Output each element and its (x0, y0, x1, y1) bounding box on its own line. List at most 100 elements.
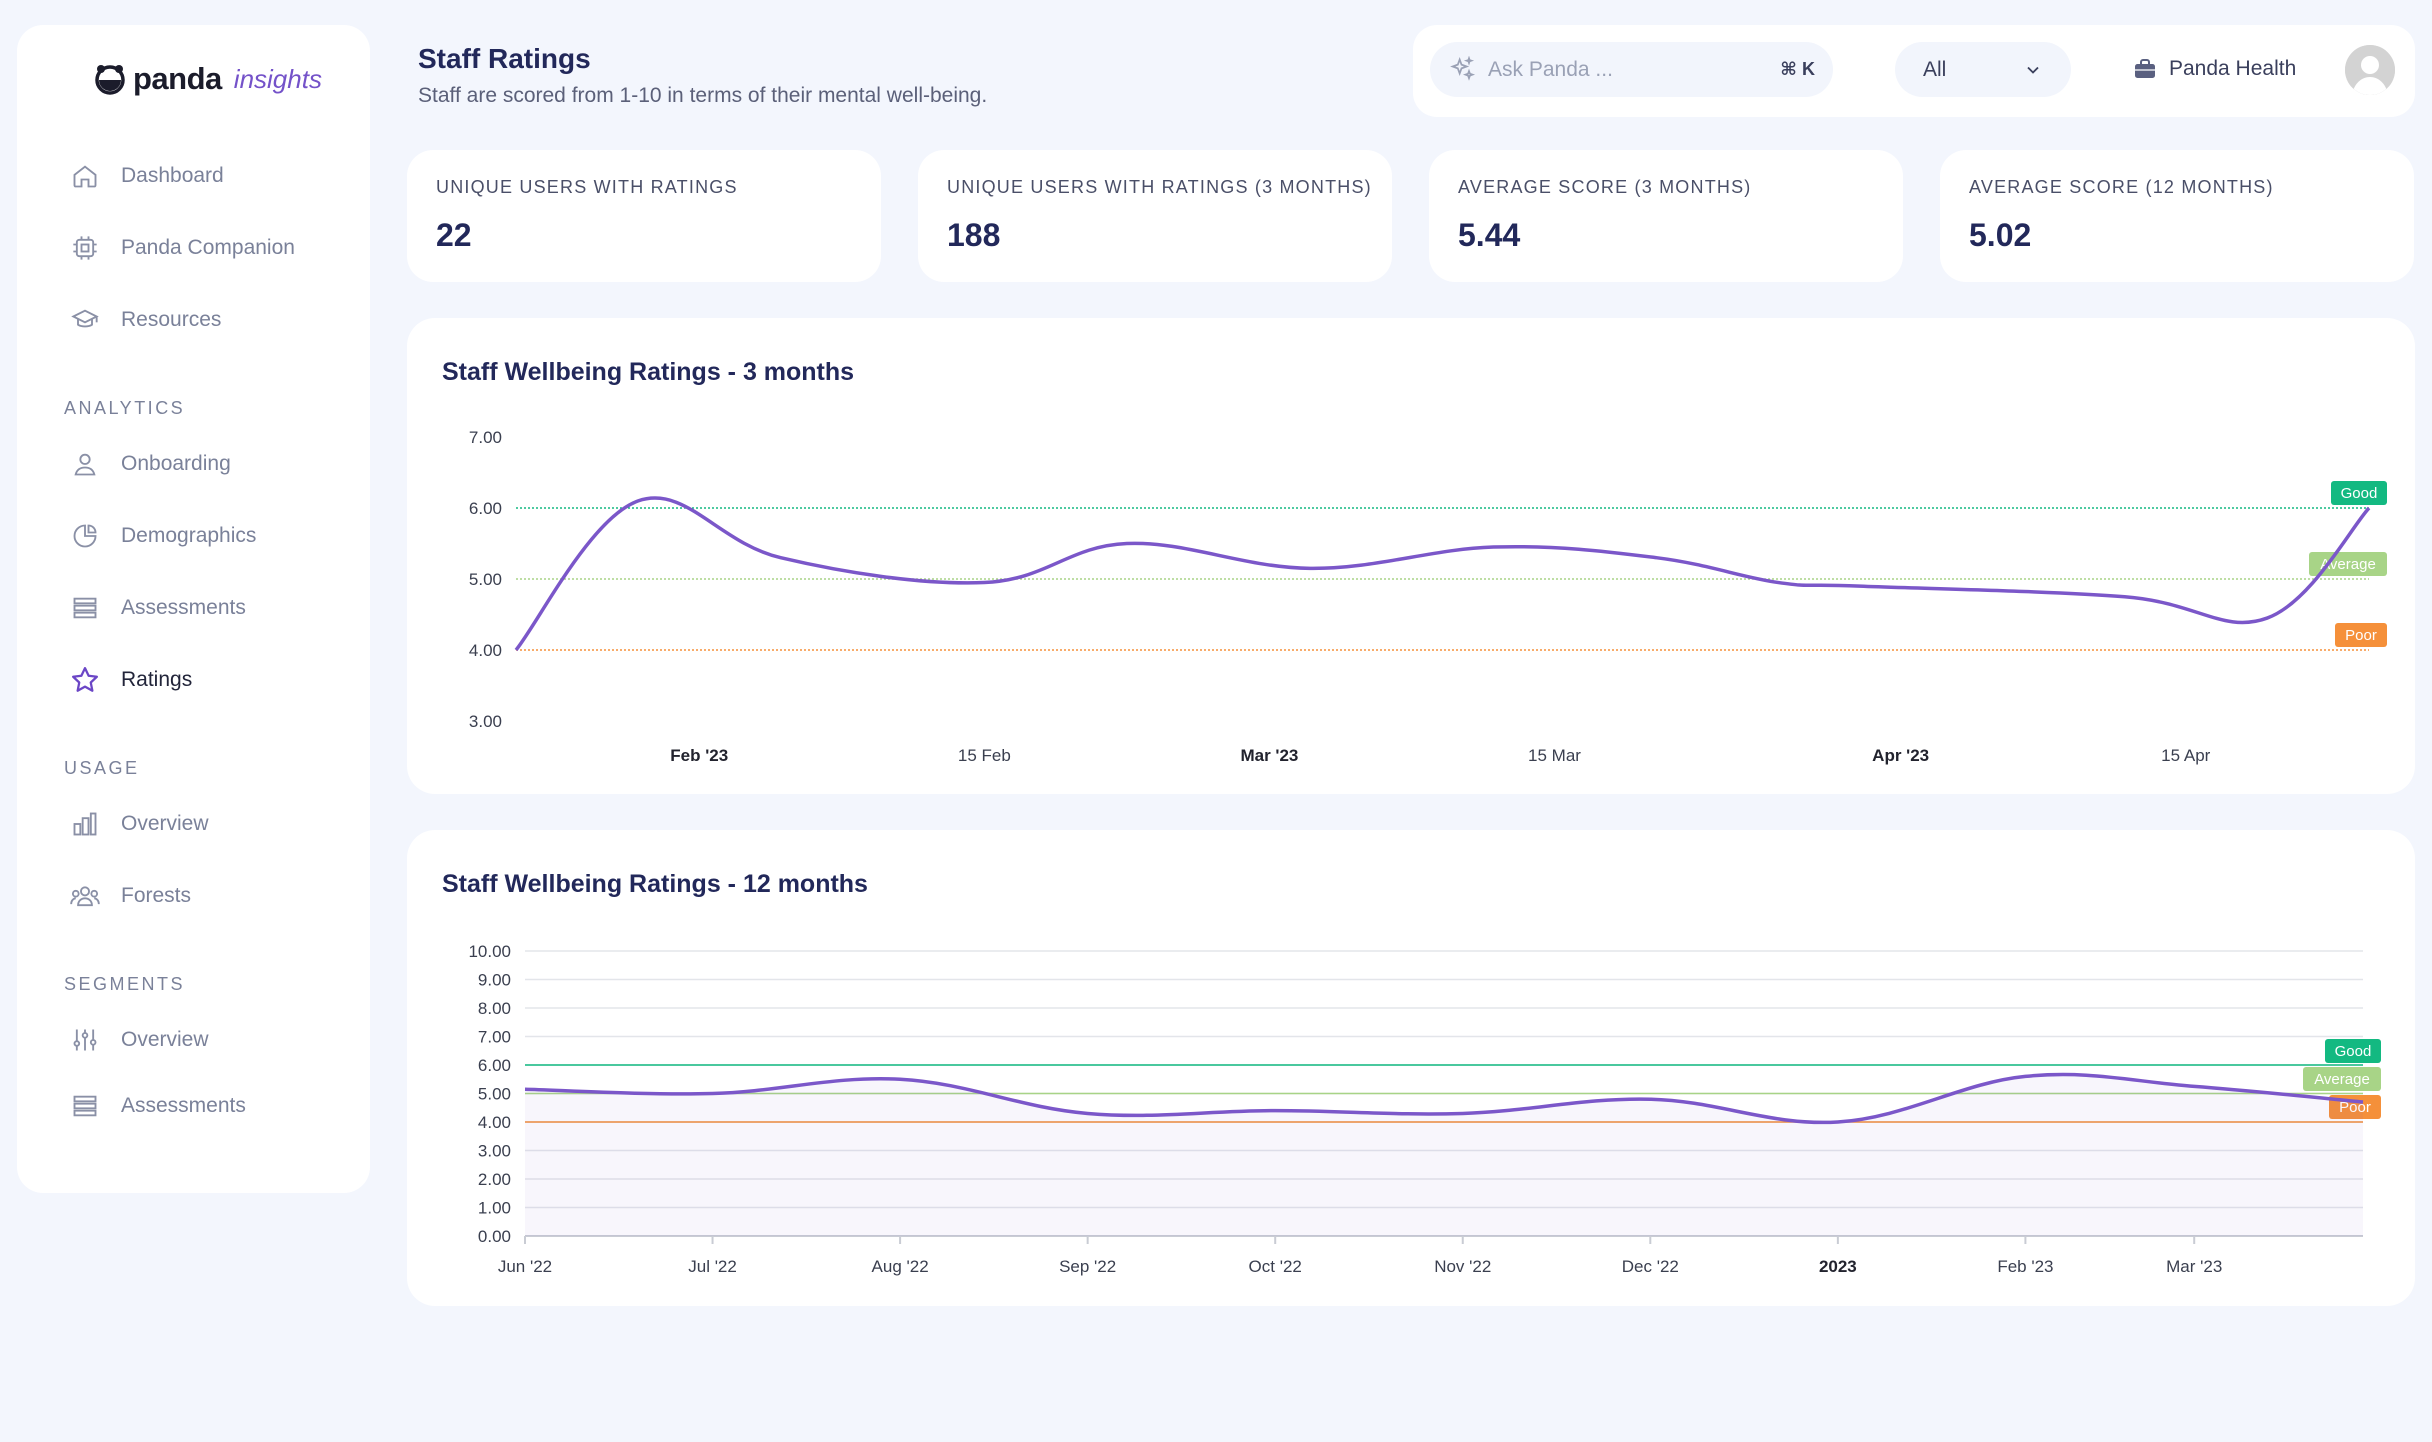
page-title: Staff Ratings (418, 43, 591, 74)
threshold-tag-poor: Poor (2335, 623, 2387, 647)
sidebar-item-dashboard[interactable]: Dashboard (69, 156, 224, 196)
y-tick-label: 5.00 (469, 570, 502, 589)
chart-card-12-months: Staff Wellbeing Ratings - 12 months 10.0… (407, 830, 2415, 1306)
threshold-tag-label: Good (2341, 485, 2378, 502)
ask-panda-search[interactable]: Ask Panda ... ⌘ K (1430, 42, 1833, 97)
series-line (514, 496, 2371, 652)
threshold-tag-label: Good (2335, 1043, 2372, 1060)
y-tick-label: 1.00 (478, 1199, 511, 1218)
sidebar-item-panda-companion[interactable]: Panda Companion (69, 228, 295, 268)
sidebar: panda insights Dashboard Panda Companion… (17, 25, 370, 1193)
sidebar-item-demographics[interactable]: Demographics (69, 516, 256, 556)
brand-name: panda (133, 61, 222, 96)
search-shortcut: ⌘ K (1780, 59, 1815, 79)
y-tick-label: 8.00 (478, 999, 511, 1018)
page-subtitle: Staff are scored from 1-10 in terms of t… (418, 84, 988, 107)
threshold-tag-label: Poor (2345, 627, 2377, 644)
x-tick-label: Mar '23 (2166, 1257, 2222, 1276)
threshold-tag-bg (2335, 623, 2387, 647)
threshold-tag-bg (2331, 481, 2387, 505)
panda-insights-logo[interactable]: panda insights (93, 61, 322, 97)
y-tick-label: 2.00 (478, 1170, 511, 1189)
sidebar-item-forests[interactable]: Forests (69, 876, 191, 916)
sidebar-item-segments-assessments[interactable]: Assessments (69, 1086, 246, 1126)
sidebar-item-label: Forests (121, 884, 192, 907)
sidebar-item-segments-overview[interactable]: Overview (69, 1020, 209, 1060)
user-avatar-icon (2345, 45, 2395, 95)
panda-logo-icon (95, 65, 125, 95)
y-tick-label: 7.00 (469, 428, 502, 447)
threshold-tag-good: Good (2331, 481, 2387, 505)
chart-card-3-months: Staff Wellbeing Ratings - 3 months 7.00 6… (407, 318, 2415, 794)
chart-3-months: 7.00 6.00 5.00 4.00 3.00 Good Average Poor Feb '… (469, 428, 2387, 765)
topbar: Ask Panda ... ⌘ K All Panda Health (1413, 25, 2415, 117)
search-placeholder: Ask Panda ... (1488, 57, 1613, 81)
threshold-tag-average: Average (2309, 552, 2387, 576)
x-tick-label: Feb '23 (1997, 1257, 2053, 1276)
stat-value: 5.02 (1969, 217, 2032, 253)
y-tick-label: 10.00 (468, 942, 511, 961)
sidebar-item-label: Panda Companion (121, 236, 295, 259)
star-icon (69, 664, 101, 696)
threshold-tag-good: Good (2325, 1039, 2381, 1063)
user-icon (69, 448, 101, 480)
x-tick-label: Aug '22 (872, 1257, 929, 1276)
avatar[interactable] (2345, 45, 2395, 95)
y-tick-label: 9.00 (478, 971, 511, 990)
y-tick-label: 4.00 (478, 1113, 511, 1132)
org-switcher[interactable]: Panda Health (2133, 57, 2296, 81)
sliders-icon (69, 1024, 101, 1056)
threshold-tag-average: Average (2303, 1067, 2381, 1091)
stat-value: 5.44 (1458, 217, 1521, 253)
stack-icon (69, 1090, 101, 1122)
threshold-tag-label: Average (2314, 1071, 2370, 1088)
stat-value: 188 (947, 217, 1001, 253)
y-tick-label: 6.00 (478, 1056, 511, 1075)
stat-card-average-score-12-months: AVERAGE SCORE (12 MONTHS) 5.02 (1940, 150, 2414, 282)
x-tick-label: Jun '22 (498, 1257, 552, 1276)
sidebar-item-label: Onboarding (121, 452, 231, 475)
x-tick-label: Apr '23 (1872, 746, 1929, 765)
stat-label: UNIQUE USERS WITH RATINGS (436, 177, 738, 197)
sidebar-item-label: Resources (121, 308, 222, 331)
sidebar-item-usage-overview[interactable]: Overview (69, 804, 209, 844)
briefcase-icon (2135, 59, 2155, 78)
x-tick-label: Feb '23 (670, 746, 728, 765)
filter-value: All (1923, 57, 1947, 81)
org-name: Panda Health (2169, 57, 2297, 80)
series-area (525, 1074, 2363, 1236)
y-tick-label: 7.00 (478, 1028, 511, 1047)
y-tick-label: 3.00 (478, 1142, 511, 1161)
chart-title: Staff Wellbeing Ratings - 3 months (442, 358, 855, 386)
sidebar-item-label: Dashboard (121, 164, 224, 187)
x-tick-label: Mar '23 (1240, 746, 1298, 765)
y-tick-label: 5.00 (478, 1085, 511, 1104)
stat-label: UNIQUE USERS WITH RATINGS (3 MONTHS) (947, 177, 1372, 197)
sidebar-item-label: Ratings (121, 668, 193, 691)
sidebar-item-onboarding[interactable]: Onboarding (69, 444, 231, 484)
x-tick-label: Oct '22 (1249, 1257, 1302, 1276)
threshold-tag-bg (2309, 552, 2387, 576)
threshold-tag-label: Average (2320, 556, 2376, 573)
section-label-usage: USAGE (64, 758, 140, 778)
x-tick-label: Sep '22 (1059, 1257, 1116, 1276)
sidebar-item-label: Assessments (121, 596, 246, 619)
threshold-tag-bg (2325, 1039, 2381, 1063)
stat-label: AVERAGE SCORE (3 MONTHS) (1458, 177, 1752, 197)
x-tick-label: Jul '22 (688, 1257, 737, 1276)
x-tick-label: 2023 (1819, 1257, 1857, 1276)
sidebar-item-resources[interactable]: Resources (69, 300, 221, 340)
section-label-analytics: ANALYTICS (64, 398, 186, 418)
threshold-tag-label: Poor (2339, 1099, 2371, 1116)
sidebar-item-assessments[interactable]: Assessments (69, 588, 246, 628)
y-tick-label: 3.00 (469, 712, 502, 731)
sidebar-item-ratings[interactable]: Ratings (69, 660, 192, 700)
filter-select[interactable]: All (1895, 42, 2071, 97)
chevron-down-icon (2027, 66, 2039, 74)
x-tick-label: 15 Mar (1528, 746, 1581, 765)
stat-card-average-score-3-months: AVERAGE SCORE (3 MONTHS) 5.44 (1429, 150, 1903, 282)
sidebar-item-label: Demographics (121, 524, 257, 547)
sidebar-item-label: Assessments (121, 1094, 246, 1117)
graduation-cap-icon (69, 304, 101, 336)
chart-title: Staff Wellbeing Ratings - 12 months (442, 870, 868, 898)
